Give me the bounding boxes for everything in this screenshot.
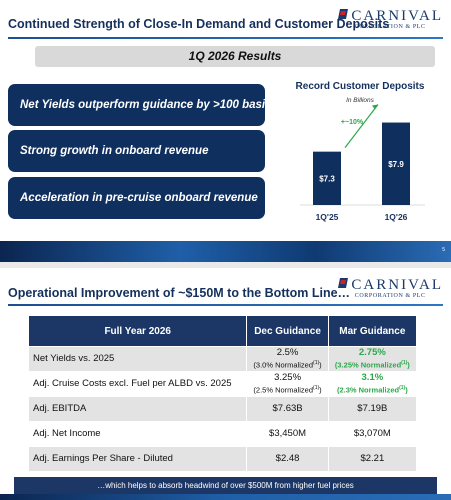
table-row: Net Yields vs. 2025 2.5% (3.0% Normalized(… — [27, 346, 418, 372]
logo-icon — [338, 278, 349, 288]
logo-sub: CORPORATION & PLC — [354, 24, 426, 30]
footer-band: 5 — [0, 241, 451, 262]
cell-value: 2.5% — [276, 346, 299, 358]
note-text: (2.5% Normalized — [253, 385, 314, 395]
slide-title: Continued Strength of Close-In Demand an… — [8, 17, 390, 31]
guidance-table: Full Year 2026 Dec Guidance Mar Guidance Ne… — [27, 315, 418, 472]
cell-value: $2.48 — [275, 453, 300, 464]
cell-value: 2.75% — [358, 346, 386, 358]
table-row: Adj. Cruise Costs excl. Fuel per ALBD vs… — [27, 371, 418, 397]
table-cell: $7.19B — [327, 396, 418, 422]
logo-name: CARNIVAL — [351, 277, 443, 293]
value-label: $7.9 — [388, 160, 404, 169]
cell-value: Adj. Earnings Per Share - Diluted — [33, 453, 173, 464]
table-cell: 3.25% (2.5% Normalized(1)) — [246, 371, 329, 397]
note-ref: (1) — [401, 359, 408, 366]
annotation: +~10% — [341, 119, 364, 126]
chart: Record Customer Deposits In Billions $7.… — [296, 81, 425, 222]
note-text: (3.0% Normalized — [253, 360, 314, 370]
bar — [382, 122, 410, 205]
cell-value: 3.1% — [361, 371, 384, 383]
table-cell: Adj. Earnings Per Share - Diluted — [27, 446, 248, 472]
column-header: Mar Guidance — [327, 315, 418, 347]
cell-note: (3.25% Normalized(1)) — [333, 358, 412, 371]
note-close: ) — [319, 360, 322, 370]
note-text: (3.25% Normalized — [334, 360, 402, 370]
note-ref: (1) — [313, 359, 320, 366]
note-close: ) — [407, 360, 410, 370]
table-cell: $3,070M — [327, 421, 418, 447]
table-row: Adj. Net Income $3,450M $3,070M — [27, 421, 418, 447]
cell-value: $3,070M — [353, 428, 391, 439]
table-cell: 2.75% (3.25% Normalized(1)) — [327, 346, 418, 372]
logo: CARNIVAL CORPORATION & PLC — [337, 9, 443, 30]
table-cell: 3.1% (2.3% Normalized(1)) — [327, 371, 418, 397]
table-cell: $3,450M — [246, 421, 329, 447]
banner: 1Q 2026 Results — [35, 46, 435, 67]
note-text: (2.3% Normalized — [336, 385, 400, 395]
logo-name: CARNIVAL — [351, 8, 443, 24]
value-label: $7.3 — [319, 174, 335, 183]
cell-note: (2.3% Normalized(1)) — [333, 383, 412, 396]
table-row: Adj. Earnings Per Share - Diluted $2.48 $2… — [27, 446, 418, 472]
cell-value: 3.25% — [274, 371, 302, 383]
column-header: Dec Guidance — [246, 315, 329, 347]
category-label: 1Q'26 — [385, 212, 408, 222]
header-row: Full Year 2026 Dec Guidance Mar Guidance — [27, 315, 418, 347]
logo: CARNIVAL CORPORATION & PLC — [337, 278, 443, 299]
table-cell: $7.63B — [246, 396, 329, 422]
slide: Continued Strength of Close-In Demand an… — [0, 0, 451, 262]
bullet: Strong growth in onboard revenue — [8, 130, 265, 172]
title-rule — [8, 304, 443, 306]
cell-note: (3.0% Normalized(1)) — [251, 358, 323, 371]
arrow-head — [372, 104, 378, 110]
cell-value: Adj. Cruise Costs excl. Fuel per ALBD vs… — [33, 378, 232, 389]
category-label: 1Q'25 — [316, 212, 339, 222]
note-close: ) — [319, 385, 322, 395]
chart-subtitle: In Billions — [346, 97, 375, 104]
logo-icon — [338, 9, 349, 19]
page-number: 5 — [442, 247, 445, 253]
table-cell: $2.21 — [327, 446, 418, 472]
cell-value: Adj. EBITDA — [33, 403, 87, 414]
column-header: Full Year 2026 — [27, 315, 248, 347]
slide: Operational Improvement of ~$150M to the… — [0, 268, 451, 500]
note-ref: (1) — [313, 384, 320, 391]
table-cell: Net Yields vs. 2025 — [27, 346, 248, 372]
bullet: Net Yields outperform guidance by >100 b… — [8, 84, 309, 126]
cell-value: $2.21 — [360, 453, 385, 464]
table-row: Adj. EBITDA $7.63B $7.19B — [27, 396, 418, 422]
logo-sub: CORPORATION & PLC — [354, 293, 426, 299]
cell-value: Adj. Net Income — [33, 428, 101, 439]
bullet: Acceleration in pre-cruise onboard reven… — [8, 177, 265, 219]
table-cell: 2.5% (3.0% Normalized(1)) — [246, 346, 329, 372]
table-cell: Adj. EBITDA — [27, 396, 248, 422]
bar — [313, 151, 341, 205]
slide-title: Operational Improvement of ~$150M to the… — [8, 286, 351, 300]
table-cell: Adj. Net Income — [27, 421, 248, 447]
note-ref: (1) — [399, 384, 406, 391]
title-rule — [8, 37, 443, 39]
cell-value: Net Yields vs. 2025 — [33, 353, 115, 364]
note-close: ) — [405, 385, 408, 395]
cell-value: $3,450M — [269, 428, 307, 439]
table-cell: $2.48 — [246, 446, 329, 472]
footer-band — [0, 494, 451, 500]
cell-value: $7.19B — [357, 403, 388, 414]
cell-value: $7.63B — [272, 403, 303, 414]
growth-arrow — [344, 104, 379, 149]
cell-note: (2.5% Normalized(1)) — [251, 383, 323, 396]
chart-title: Record Customer Deposits — [296, 81, 425, 92]
table-cell: Adj. Cruise Costs excl. Fuel per ALBD vs… — [27, 371, 248, 397]
footer-note: …which helps to absorb headwind of over … — [14, 477, 437, 494]
